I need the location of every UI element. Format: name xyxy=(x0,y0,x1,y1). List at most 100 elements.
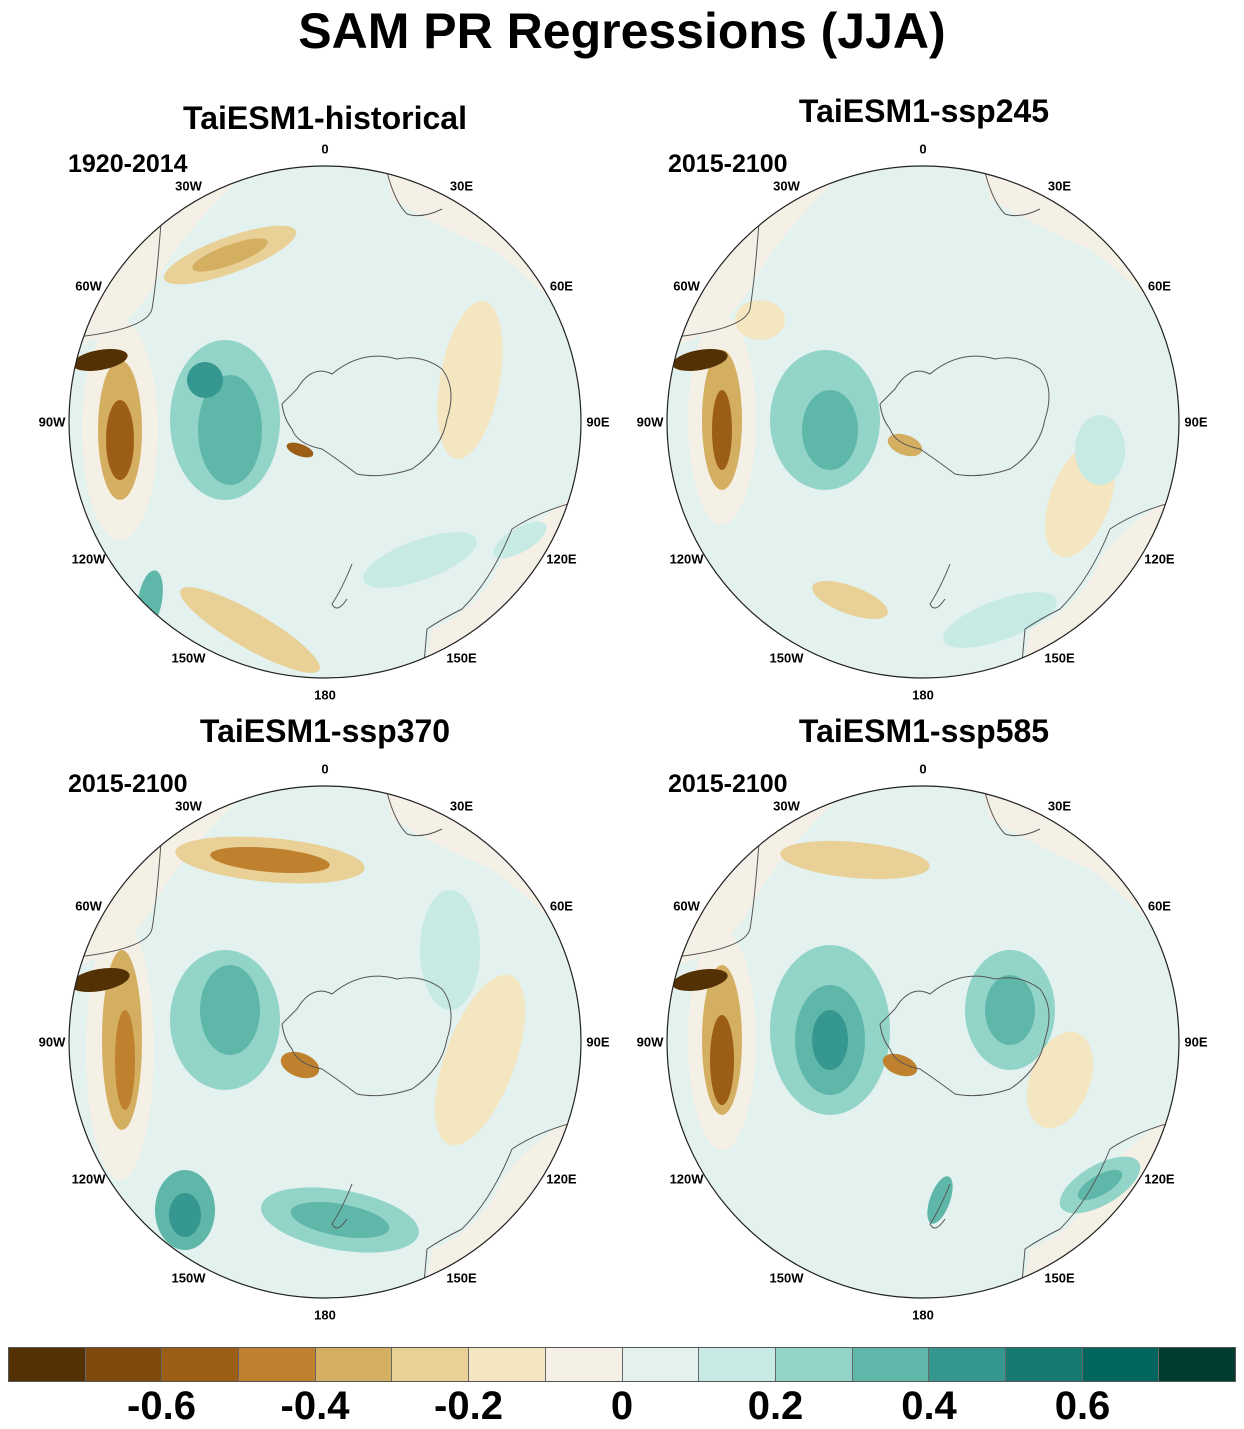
colorbar-tick-label: -0.6 xyxy=(127,1384,196,1428)
panel-period: 2015-2100 xyxy=(668,150,788,178)
new-zealand-coastline xyxy=(929,1183,951,1229)
australia-coastline xyxy=(1019,1118,1179,1298)
colorbar xyxy=(8,1347,1236,1382)
polar-map xyxy=(666,165,1180,679)
longitude-label: 30E xyxy=(1047,798,1072,814)
anomaly-contour xyxy=(363,532,477,588)
anomaly-contour xyxy=(802,390,858,470)
polar-map xyxy=(666,785,1180,1299)
anomaly-contour xyxy=(106,400,134,480)
polar-map xyxy=(68,165,582,679)
longitude-label: 30E xyxy=(449,798,474,814)
longitude-label: 0 xyxy=(919,141,927,157)
colorbar-swatch xyxy=(775,1348,853,1381)
colorbar-tick-label: -0.2 xyxy=(434,1384,503,1428)
africa-coastline xyxy=(981,166,1041,217)
anomaly-contour xyxy=(887,433,923,457)
south-america-coastline xyxy=(76,208,163,338)
australia-coastline xyxy=(1019,498,1179,678)
longitude-label: 60E xyxy=(1147,898,1171,913)
anomaly-contour xyxy=(72,349,128,371)
antarctica-coastline xyxy=(879,975,1050,1097)
panel-title: TaiESM1-ssp585 xyxy=(798,713,1050,749)
longitude-label: 60W xyxy=(673,898,700,913)
longitude-label: 120E xyxy=(546,1171,577,1186)
antarctica-coastline xyxy=(281,975,452,1097)
map-boundary xyxy=(68,165,582,679)
colorbar-swatch xyxy=(162,1348,240,1381)
colorbar-tick-label: 0.6 xyxy=(1054,1384,1111,1428)
precipitation-field xyxy=(667,166,1179,678)
longitude-label: 180 xyxy=(912,1307,934,1323)
anomaly-contour xyxy=(710,1015,734,1105)
anomaly-contour xyxy=(115,1010,135,1110)
anomaly-contour xyxy=(735,300,785,340)
longitude-label: 150E xyxy=(446,650,477,666)
anomaly-contour xyxy=(200,965,260,1055)
south-america-coastline xyxy=(76,828,163,958)
longitude-label: 120W xyxy=(71,1171,106,1186)
longitude-label: 90W xyxy=(38,414,66,430)
anomaly-contour xyxy=(198,375,262,485)
longitude-label: 150W xyxy=(171,1270,206,1286)
anomaly-contour xyxy=(712,390,732,470)
anomaly-contour xyxy=(812,1010,848,1070)
anomaly-contour xyxy=(286,442,314,458)
anomaly-contour xyxy=(927,1176,953,1224)
longitude-label: 60E xyxy=(549,278,573,293)
anomaly-contour xyxy=(210,846,330,874)
anomaly-contour xyxy=(280,1051,320,1079)
colorbar-swatch xyxy=(545,1348,623,1381)
longitude-label: 120E xyxy=(1144,551,1175,566)
colorbar-swatch xyxy=(1159,1348,1235,1381)
anomaly-contour xyxy=(1027,1031,1093,1129)
new-zealand-coastline xyxy=(331,1183,353,1229)
south-america-coastline xyxy=(674,208,761,338)
longitude-label: 150E xyxy=(1044,650,1075,666)
polar-map xyxy=(68,785,582,1299)
anomaly-contour xyxy=(672,349,728,371)
colorbar-tick-label: -0.4 xyxy=(280,1384,350,1428)
longitude-label: 90E xyxy=(1184,1034,1208,1050)
africa-coastline xyxy=(383,786,443,837)
anomaly-contour xyxy=(187,362,223,398)
panel-title: TaiESM1-ssp245 xyxy=(798,93,1050,129)
longitude-label: 180 xyxy=(912,687,934,703)
panel-period: 2015-2100 xyxy=(68,770,188,798)
longitude-label: 150W xyxy=(769,650,804,666)
panel-title: TaiESM1-ssp370 xyxy=(199,713,451,749)
panel-period: 1920-2014 xyxy=(68,150,188,178)
anomaly-contour xyxy=(812,581,888,619)
new-zealand-coastline xyxy=(929,563,951,609)
longitude-label: 120W xyxy=(669,1171,704,1186)
longitude-label: 90W xyxy=(38,1034,66,1050)
colorbar-swatch xyxy=(699,1348,776,1381)
panel-title: TaiESM1-historical xyxy=(183,100,467,136)
colorbar-swatch xyxy=(1082,1348,1160,1381)
longitude-label: 90E xyxy=(586,414,610,430)
longitude-label: 0 xyxy=(321,761,329,777)
precipitation-field xyxy=(667,786,1179,1298)
longitude-label: 30W xyxy=(773,798,800,814)
south-america-coastline xyxy=(674,828,761,958)
longitude-label: 60E xyxy=(1147,278,1171,293)
precipitation-field xyxy=(69,166,581,678)
longitude-label: 150W xyxy=(769,1270,804,1286)
colorbar-swatch xyxy=(852,1348,930,1381)
antarctica-coastline xyxy=(879,355,1050,477)
longitude-label: 60W xyxy=(673,278,700,293)
longitude-label: 120W xyxy=(669,551,704,566)
colorbar-swatch xyxy=(9,1348,86,1381)
map-boundary xyxy=(68,785,582,1299)
longitude-label: 0 xyxy=(321,141,329,157)
colorbar-swatch xyxy=(392,1348,470,1381)
longitude-label: 60W xyxy=(75,898,102,913)
anomaly-contour xyxy=(192,238,268,272)
longitude-label: 30E xyxy=(449,178,474,194)
colorbar-swatch xyxy=(239,1348,316,1381)
colorbar-swatch xyxy=(85,1348,163,1381)
colorbar-swatch xyxy=(315,1348,393,1381)
longitude-label: 0 xyxy=(919,761,927,777)
longitude-label: 180 xyxy=(314,1307,336,1323)
longitude-label: 90W xyxy=(636,1034,664,1050)
